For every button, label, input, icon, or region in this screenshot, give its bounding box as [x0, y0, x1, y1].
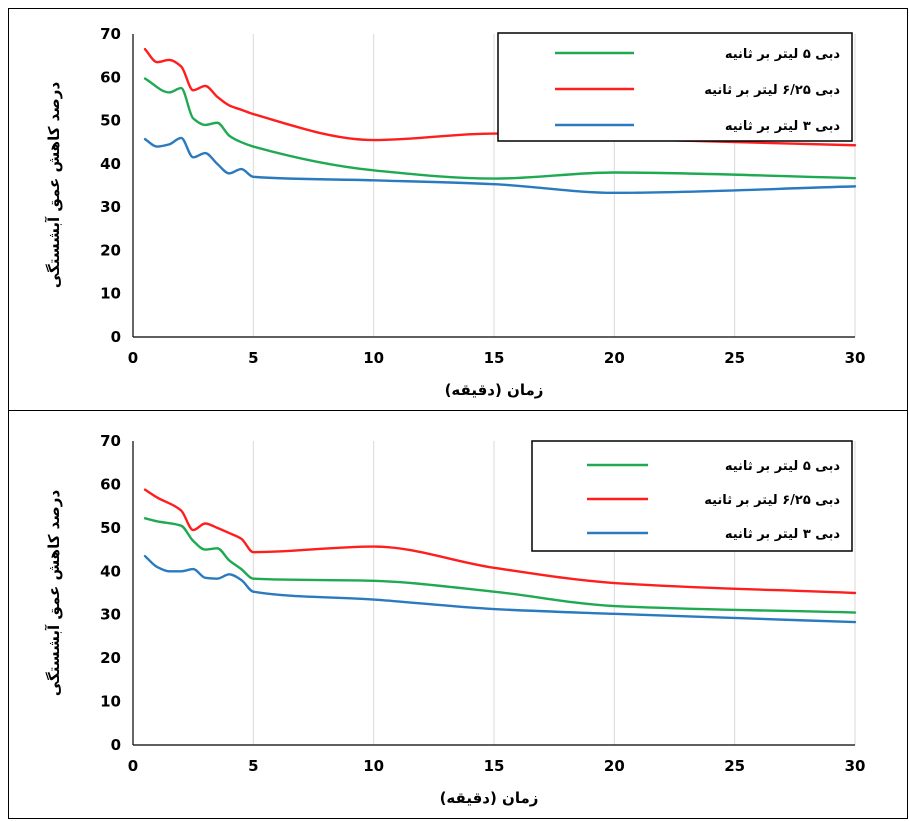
y-tick-label: 20 [100, 241, 121, 259]
series-line-2 [143, 488, 857, 595]
x-tick-label: 30 [845, 349, 866, 367]
y-tick-label: 0 [111, 736, 121, 754]
y-tick-label: 10 [100, 285, 121, 303]
x-tick-label: 15 [484, 757, 505, 775]
x-tick-label: 5 [248, 757, 258, 775]
x-tick-label: 10 [363, 757, 384, 775]
x-tick-label: 0 [128, 349, 138, 367]
y-tick-label: 70 [100, 432, 121, 450]
y-tick-label: 40 [100, 562, 121, 580]
series-line-3 [143, 554, 857, 624]
y-tick-label: 30 [100, 606, 121, 624]
y-tick-label: 70 [100, 25, 121, 43]
y-tick-label: 50 [100, 519, 121, 537]
x-tick-label: 15 [484, 349, 505, 367]
x-axis-label: زمان (دقیقه) [440, 789, 539, 807]
x-tick-label: 10 [363, 349, 384, 367]
chart-bottom: 0 5 10 15 20 25 30 0 10 20 30 40 50 60 70 زمان (دقیقه) د… [45, 432, 866, 807]
x-tick-label: 25 [724, 757, 745, 775]
chart-panel-top: 0 5 10 15 20 25 30 0 10 20 30 40 50 60 70 زمان (دقیقه) د… [8, 8, 908, 412]
x-tick-label: 30 [845, 757, 866, 775]
y-tick-label: 10 [100, 693, 121, 711]
legend-label-1: دبی ۵ لیتر بر ثانیه [725, 47, 840, 62]
y-tick-label: 20 [100, 649, 121, 667]
legend-label-3: دبی ۳ لیتر بر ثانیه [725, 119, 840, 134]
y-tick-label: 0 [111, 328, 121, 346]
y-tick-label: 60 [100, 475, 121, 493]
legend-box [531, 440, 853, 552]
legend-label-3: دبی ۳ لیتر بر ثانیه [725, 527, 840, 542]
y-axis-label: درصد کاهش عمق آبشستگی [45, 490, 63, 697]
x-tick-label: 25 [724, 349, 745, 367]
y-tick-label: 60 [100, 68, 121, 86]
series-line-1 [143, 77, 857, 180]
x-tick-label: 0 [128, 757, 138, 775]
legend-label-2: دبی ۶/۲۵ لیتر بر ثانیه [704, 83, 840, 98]
series-line-1 [143, 517, 857, 614]
x-tick-label: 20 [604, 757, 625, 775]
legend-label-2: دبی ۶/۲۵ لیتر بر ثانیه [704, 493, 840, 508]
chart-panel-bottom: 0 5 10 15 20 25 30 0 10 20 30 40 50 60 70 زمان (دقیقه) د… [8, 410, 908, 819]
y-axis-label: درصد کاهش عمق آبشستگی [45, 82, 63, 289]
legend-box [497, 32, 853, 142]
series-line-3 [143, 136, 857, 195]
y-tick-label: 30 [100, 198, 121, 216]
y-tick-label: 40 [100, 155, 121, 173]
chart-top: 0 5 10 15 20 25 30 0 10 20 30 40 50 60 70 زمان (دقیقه) د… [45, 25, 866, 399]
legend-label-1: دبی ۵ لیتر بر ثانیه [725, 459, 840, 474]
x-tick-label: 20 [604, 349, 625, 367]
x-tick-label: 5 [248, 349, 258, 367]
y-tick-label: 50 [100, 112, 121, 130]
x-axis-label: زمان (دقیقه) [445, 381, 544, 399]
